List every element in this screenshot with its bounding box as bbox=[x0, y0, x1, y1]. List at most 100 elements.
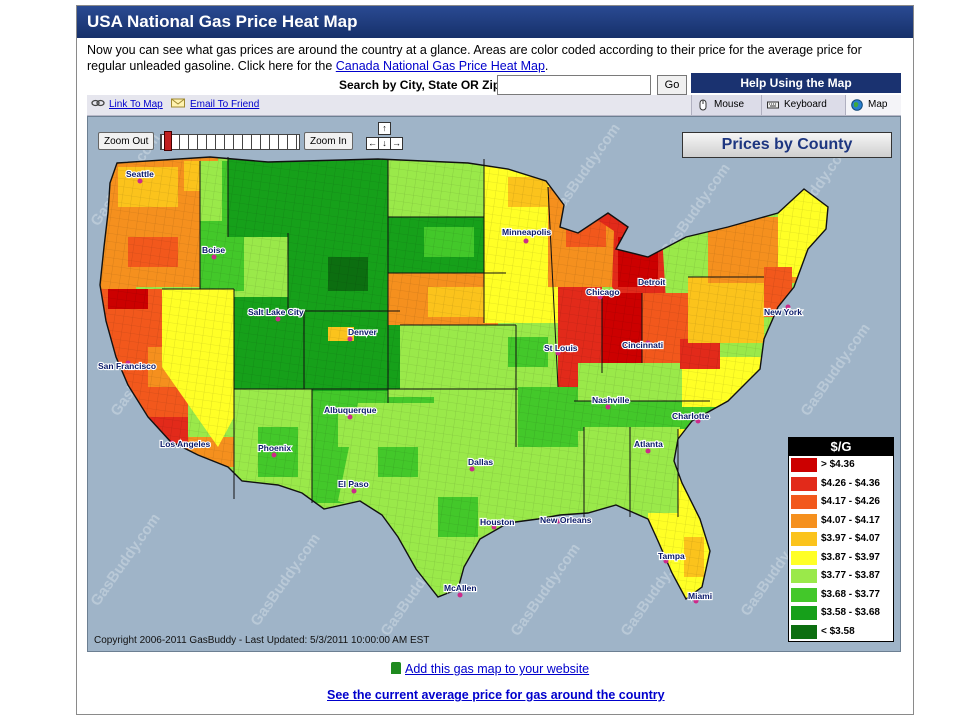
tab-mouse-label: Mouse bbox=[714, 99, 745, 110]
zoom-slider[interactable] bbox=[160, 134, 300, 150]
page-title: USA National Gas Price Heat Map bbox=[87, 12, 358, 31]
city-detroit: Detroit bbox=[638, 277, 666, 287]
svg-text:GasBuddy.com: GasBuddy.com bbox=[507, 540, 583, 639]
legend-row: < $3.58 bbox=[789, 623, 893, 642]
city-denver: Denver bbox=[348, 327, 378, 337]
legend-label: $4.07 - $4.17 bbox=[821, 514, 880, 526]
svg-text:GasBuddy.com: GasBuddy.com bbox=[88, 510, 164, 609]
intro-paragraph: Now you can see what gas prices are arou… bbox=[87, 42, 897, 74]
legend-swatch bbox=[791, 476, 817, 491]
search-input[interactable] bbox=[497, 75, 651, 95]
city-cincinnati: Cincinnati bbox=[622, 340, 663, 350]
city-miami: Miami bbox=[688, 591, 712, 601]
legend-row: $3.77 - $3.87 bbox=[789, 567, 893, 586]
city-new-york: New York bbox=[764, 307, 802, 317]
legend-row: > $4.36 bbox=[789, 456, 893, 475]
city-el-paso: El Paso bbox=[338, 479, 369, 489]
link-to-map-link[interactable]: Link To Map bbox=[109, 99, 163, 110]
go-button[interactable]: Go bbox=[657, 75, 687, 95]
pan-up-icon[interactable]: ↑ bbox=[378, 122, 391, 135]
city-new-orleans: New Orleans bbox=[540, 515, 592, 525]
legend-swatch bbox=[791, 624, 817, 639]
copyright-text: Copyright 2006-2011 GasBuddy - Last Upda… bbox=[94, 635, 430, 646]
city-nashville: Nashville bbox=[592, 395, 630, 405]
city-tampa: Tampa bbox=[658, 551, 685, 561]
city-atlanta: Atlanta bbox=[634, 439, 663, 449]
canada-map-link[interactable]: Canada National Gas Price Heat Map bbox=[335, 59, 545, 73]
gas-map-panel: USA National Gas Price Heat Map Now you … bbox=[76, 5, 914, 715]
legend-swatch bbox=[791, 606, 817, 620]
legend-row: $4.07 - $4.17 bbox=[789, 512, 893, 531]
help-using-map-button[interactable]: Help Using the Map bbox=[691, 73, 901, 93]
city-los-angeles: Los Angeles bbox=[160, 439, 210, 449]
legend-swatch bbox=[791, 550, 817, 565]
keyboard-icon bbox=[767, 101, 779, 109]
price-legend: $/G > $4.36 $4.26 - $4.36 $4.17 - $4.26 $4.… bbox=[788, 437, 894, 642]
city-mcallen: McAllen bbox=[444, 583, 477, 593]
gas-pump-icon bbox=[391, 662, 401, 674]
add-map-link-label: Add this gas map to your website bbox=[405, 662, 590, 676]
intro-text: Now you can see what gas prices are arou… bbox=[87, 43, 862, 73]
map-toolbar: Link To Map Email To Friend Mouse Keyboa… bbox=[87, 95, 901, 116]
state-borders bbox=[162, 157, 764, 521]
city-dallas: Dallas bbox=[468, 457, 493, 467]
legend-swatch bbox=[791, 495, 817, 509]
legend-swatch bbox=[791, 532, 817, 546]
add-map-link[interactable]: Add this gas map to your website bbox=[391, 662, 589, 676]
city-charlotte: Charlotte bbox=[672, 411, 710, 421]
tab-mouse[interactable]: Mouse bbox=[691, 95, 761, 115]
legend-label: $4.26 - $4.36 bbox=[821, 477, 880, 489]
legend-row: $3.68 - $3.77 bbox=[789, 586, 893, 605]
pan-right-icon[interactable]: → bbox=[390, 137, 403, 150]
email-icon bbox=[171, 98, 185, 108]
city-boise: Boise bbox=[202, 245, 225, 255]
legend-label: < $3.58 bbox=[821, 625, 855, 637]
zoom-out-button[interactable]: Zoom Out bbox=[98, 132, 155, 150]
city-st-louis: St Louis bbox=[544, 343, 578, 353]
city-houston: Houston bbox=[480, 517, 514, 527]
city-minneapolis: Minneapolis bbox=[502, 227, 551, 237]
city-chicago: Chicago bbox=[586, 287, 620, 297]
legend-row: $4.17 - $4.26 bbox=[789, 493, 893, 512]
legend-label: > $4.36 bbox=[821, 459, 855, 470]
zoom-slider-handle[interactable] bbox=[164, 131, 172, 151]
tab-keyboard-label: Keyboard bbox=[784, 99, 827, 110]
legend-label: $3.87 - $3.97 bbox=[821, 551, 880, 563]
average-price-link[interactable]: See the current average price for gas ar… bbox=[327, 688, 665, 702]
legend-row: $3.97 - $4.07 bbox=[789, 530, 893, 549]
mouse-icon bbox=[699, 99, 707, 111]
legend-label: $3.77 - $3.87 bbox=[821, 570, 880, 581]
chain-link-icon bbox=[91, 99, 105, 107]
globe-icon bbox=[851, 99, 863, 111]
zoom-in-button[interactable]: Zoom In bbox=[304, 132, 353, 150]
legend-swatch bbox=[791, 513, 817, 528]
svg-text:GasBuddy.com: GasBuddy.com bbox=[797, 320, 873, 419]
title-bar: USA National Gas Price Heat Map bbox=[77, 6, 913, 38]
tab-keyboard[interactable]: Keyboard bbox=[761, 95, 845, 115]
legend-label: $3.68 - $3.77 bbox=[821, 588, 880, 600]
email-to-friend-link[interactable]: Email To Friend bbox=[190, 99, 260, 110]
heat-map-viewport[interactable]: GasBuddy.com GasBuddy.com GasBuddy.com G… bbox=[87, 116, 901, 652]
legend-swatch bbox=[791, 587, 817, 602]
tab-map-label: Map bbox=[868, 99, 888, 110]
legend-title: $/G bbox=[789, 438, 893, 456]
city-seattle: Seattle bbox=[126, 169, 154, 179]
city-san-francisco: San Francisco bbox=[98, 361, 156, 371]
city-salt-lake-city: Salt Lake City bbox=[248, 307, 304, 317]
us-heat-map[interactable]: GasBuddy.com GasBuddy.com GasBuddy.com G… bbox=[88, 117, 901, 652]
legend-row: $4.26 - $4.36 bbox=[789, 475, 893, 494]
prices-by-county-button[interactable]: Prices by County bbox=[682, 132, 892, 158]
legend-label: $3.58 - $3.68 bbox=[821, 607, 880, 618]
tab-map[interactable]: Map bbox=[845, 95, 901, 115]
legend-row: $3.58 - $3.68 bbox=[789, 604, 893, 623]
legend-row: $3.87 - $3.97 bbox=[789, 549, 893, 568]
search-label: Search by City, State OR Zip: bbox=[339, 78, 505, 92]
intro-end: . bbox=[544, 59, 549, 73]
city-phoenix: Phoenix bbox=[258, 443, 291, 453]
legend-swatch bbox=[791, 569, 817, 583]
legend-label: $4.17 - $4.26 bbox=[821, 496, 880, 507]
city-albuquerque: Albuquerque bbox=[324, 405, 377, 415]
legend-label: $3.97 - $4.07 bbox=[821, 533, 880, 544]
svg-text:GasBuddy.com: GasBuddy.com bbox=[247, 530, 323, 629]
city-labels: Seattle Boise Salt Lake City Denver San … bbox=[97, 168, 803, 604]
